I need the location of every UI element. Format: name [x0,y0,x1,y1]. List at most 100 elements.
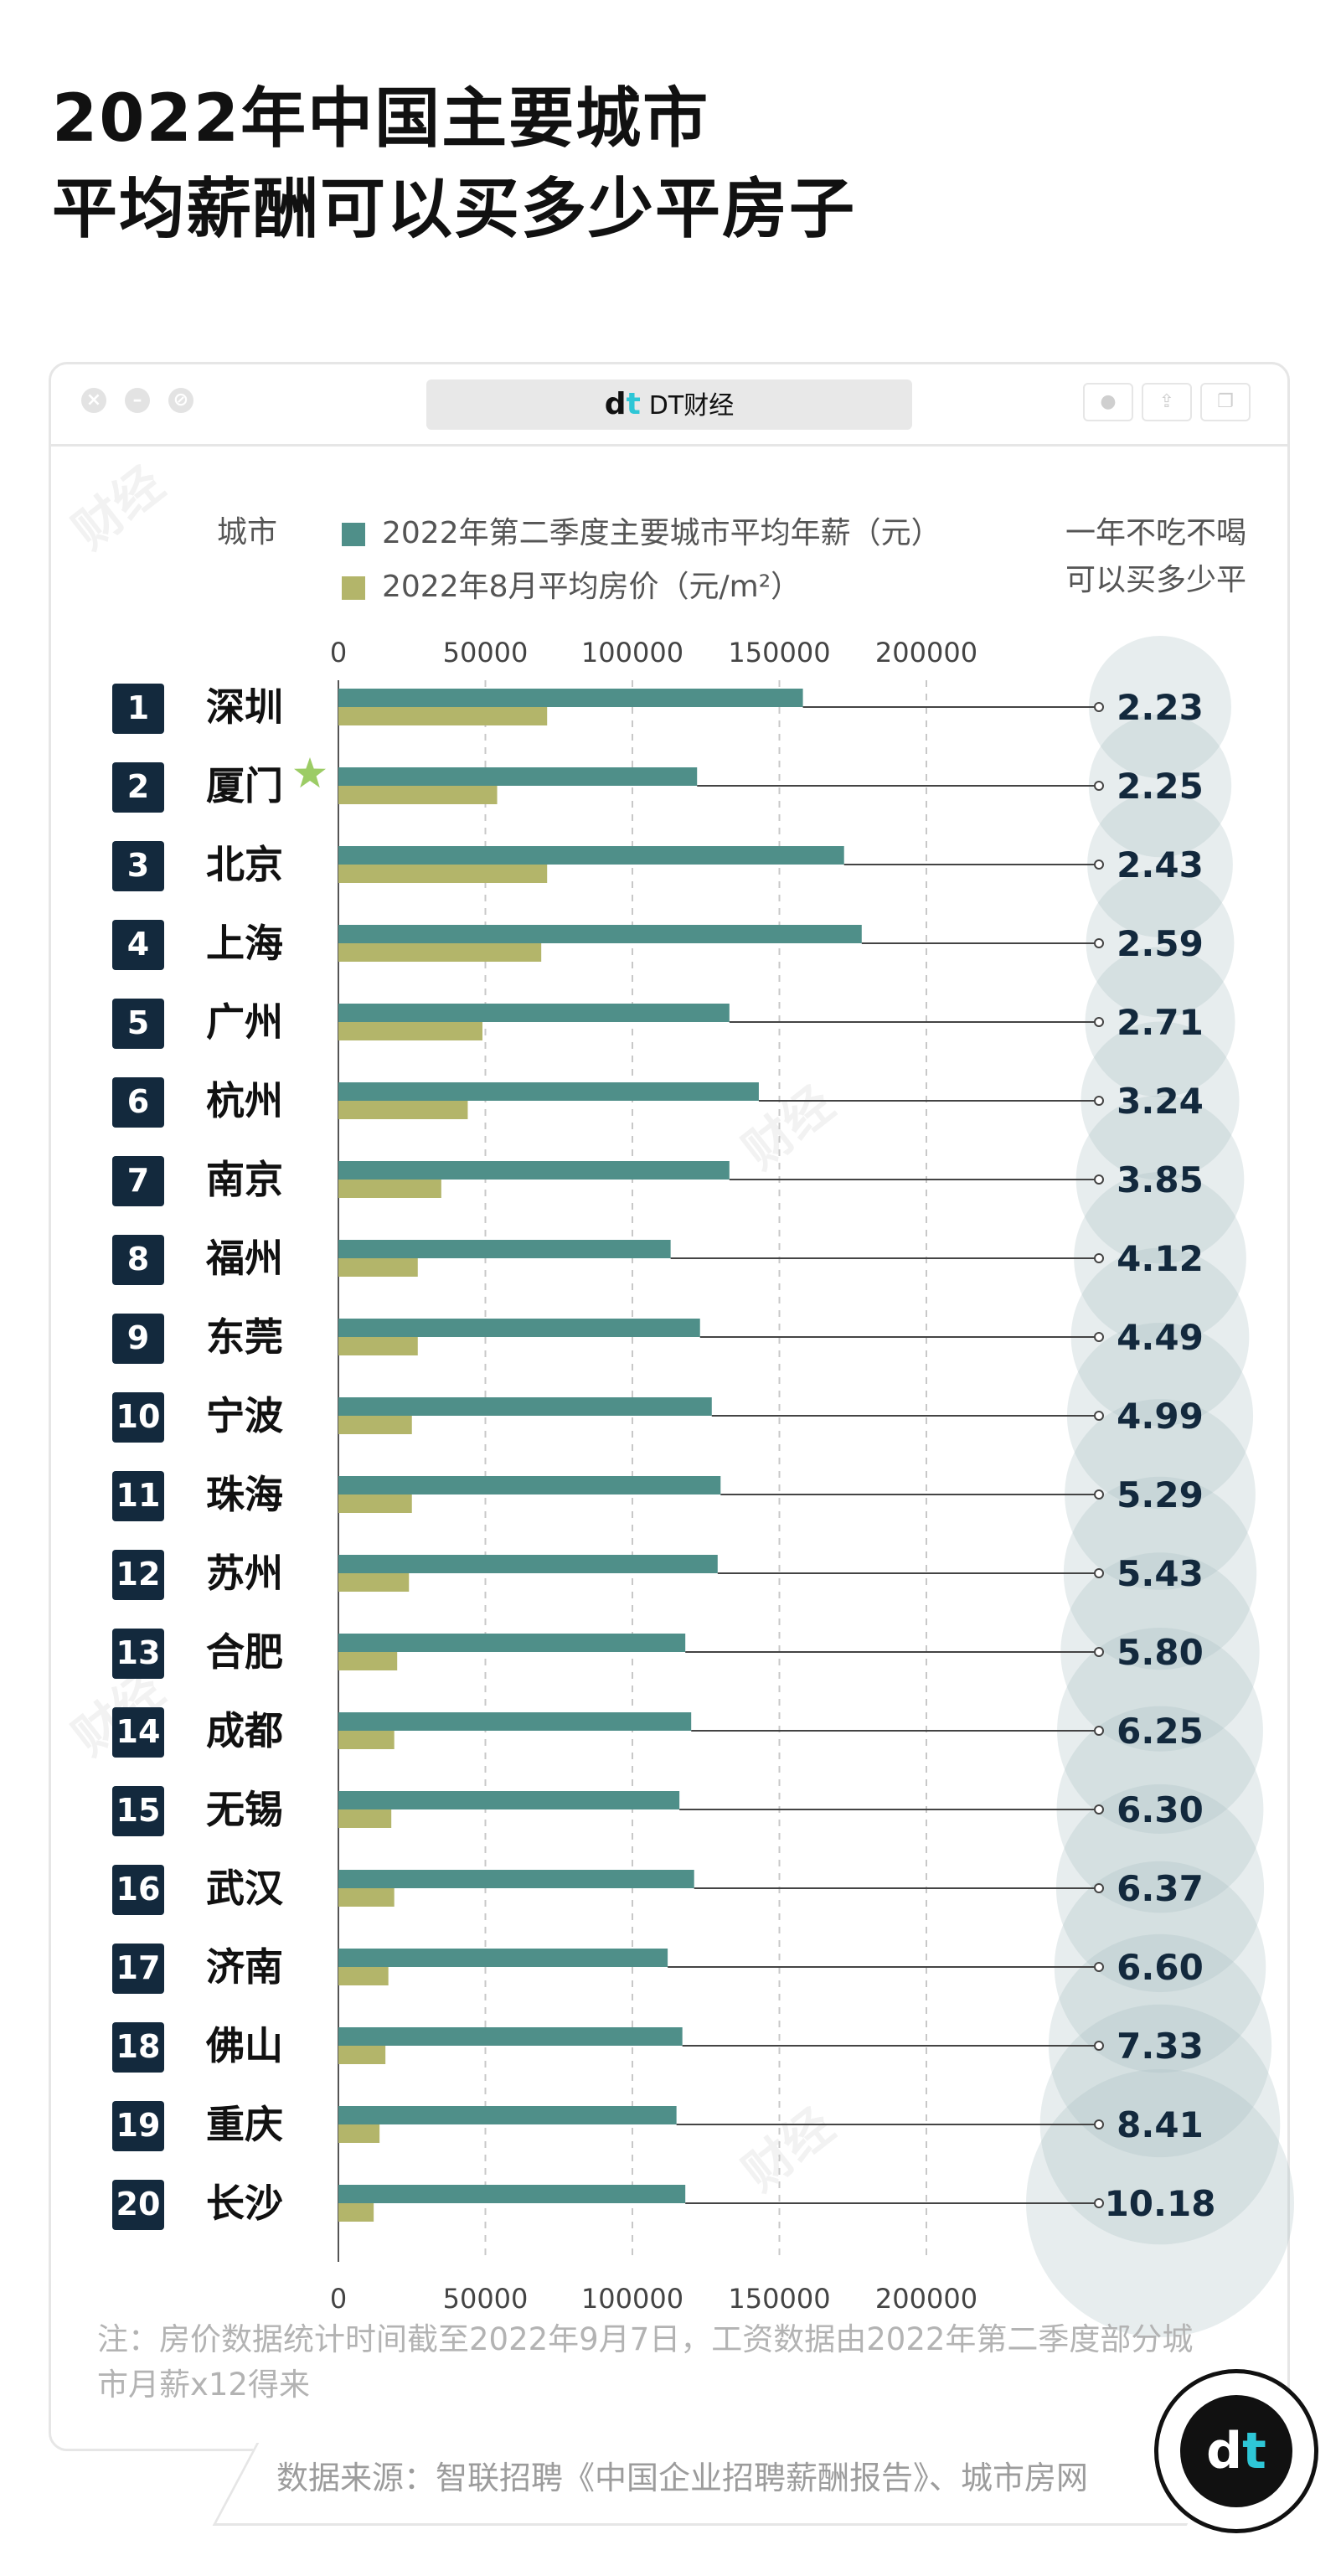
city-label: 杭州 [206,1078,283,1123]
ratio-value: 7.33 [1117,2026,1204,2067]
fullscreen-icon[interactable]: ⊘ [168,388,193,413]
ratio-value: 2.25 [1117,766,1204,807]
rank-badge [112,1865,164,1915]
ratio-value: 3.85 [1117,1159,1204,1200]
rank-number: 18 [116,2028,161,2065]
ratio-bubble [1087,792,1233,937]
ratio-value: 3.24 [1117,1081,1204,1122]
rank-badge [112,1629,164,1679]
city-label: 重庆 [206,2102,283,2147]
city-label: 珠海 [206,1472,283,1517]
city-label: 上海 [206,921,283,966]
salary-bar [338,1791,680,1809]
salary-bar [338,1161,730,1180]
ratio-value: 5.43 [1117,1553,1204,1594]
price-bar [338,1022,482,1040]
address-text: DT财经 [648,391,735,421]
x-tick-label-top: 200000 [875,637,977,669]
ratio-bubble [1081,1021,1240,1180]
rank-number: 5 [127,1004,149,1041]
rank-badge [112,1471,164,1521]
rank-number: 1 [127,689,149,726]
connector-end [1094,1253,1104,1263]
price-bar [338,1494,412,1513]
salary-bar [338,1240,671,1258]
legend-swatch [342,576,365,600]
title-line-2: 平均薪酬可以买多少平房子 [52,172,857,247]
city-label: 北京 [206,842,283,887]
ratio-bubble [1048,1933,1272,2158]
ratio-bubble [1088,714,1232,858]
copy-icon[interactable]: ❐ [1200,383,1251,421]
rank-number: 4 [127,926,149,963]
connector-end [1094,1962,1104,1972]
ratio-bubble [1085,947,1235,1097]
window-titlebar: × – ⊘ dt DT财经 ● ⇪ ❐ [51,364,1287,447]
legend-label: 2022年第二季度主要城市平均年薪（元） [382,516,941,550]
city-label: 武汉 [206,1866,284,1911]
source-text: 数据来源：智联招聘《中国企业招聘薪酬报告》、城市房网 [276,2460,1089,2496]
rank-badge [112,1156,164,1206]
address-bar[interactable]: dt DT财经 [426,379,912,430]
ratio-value: 2.43 [1117,844,1204,885]
ratio-value: 4.12 [1117,1238,1204,1279]
record-icon[interactable]: ● [1083,383,1133,421]
city-label: 成都 [206,1708,283,1753]
city-label: 厦门 [206,763,283,808]
city-label: 东莞 [206,1314,283,1360]
footnote: 注：房价数据统计时间截至2022年9月7日，工资数据由2022年第二季度部分城市… [97,2321,1194,2403]
rank-number: 10 [116,1398,161,1435]
city-label: 无锡 [206,1787,283,1832]
minimize-icon[interactable]: – [125,388,150,413]
price-bar [338,1967,389,1985]
x-tick-label-top: 50000 [443,637,529,669]
city-label: 佛山 [205,2023,283,2068]
connector-end [1094,2198,1104,2208]
price-bar [338,943,542,962]
share-icon[interactable]: ⇪ [1142,383,1192,421]
connector-end [1094,1726,1104,1736]
salary-bar [338,767,698,786]
close-icon[interactable]: × [81,388,106,413]
city-label: 南京 [206,1157,283,1202]
rank-number: 17 [116,1949,161,1986]
price-bar [338,1573,410,1592]
price-bar [338,1180,441,1198]
x-tick-label-bottom: 0 [330,2283,347,2315]
ratio-bubble [1056,1706,1264,1913]
salary-bar [338,2027,683,2046]
salary-bar [338,1555,718,1573]
connector-end [1094,2041,1104,2051]
connector-end [1094,1489,1104,1500]
rank-number: 2 [127,768,149,805]
price-bar [338,1101,468,1119]
rank-badge [112,2022,164,2073]
category-header: 城市 [217,515,277,550]
connector-end [1094,1174,1104,1185]
city-label: 福州 [205,1236,283,1281]
x-tick-label-top: 100000 [581,637,683,669]
x-tick-label-top: 150000 [728,637,830,669]
ratio-bubble [1055,1784,1265,1993]
price-bar [338,1258,418,1277]
price-bar [338,1652,398,1670]
ratio-value: 2.71 [1117,1002,1204,1043]
salary-bar [338,1634,686,1652]
city-label: 苏州 [206,1551,283,1596]
x-tick-label-bottom: 200000 [875,2283,977,2315]
rank-badge [112,2180,164,2230]
salary-bar [338,1949,668,1967]
rank-badge [112,1314,164,1364]
rank-badge [112,841,164,891]
x-tick-label-top: 0 [330,637,347,669]
city-label: 深圳 [206,684,283,730]
ratio-value: 5.29 [1117,1474,1204,1515]
ratio-value: 2.59 [1117,923,1204,964]
price-bar [338,1809,392,1828]
price-bar [338,2046,386,2064]
salary-bar [338,925,862,943]
ratio-bubble [1074,1172,1246,1345]
price-bar [338,2124,380,2143]
ratio-value: 4.99 [1117,1396,1204,1437]
